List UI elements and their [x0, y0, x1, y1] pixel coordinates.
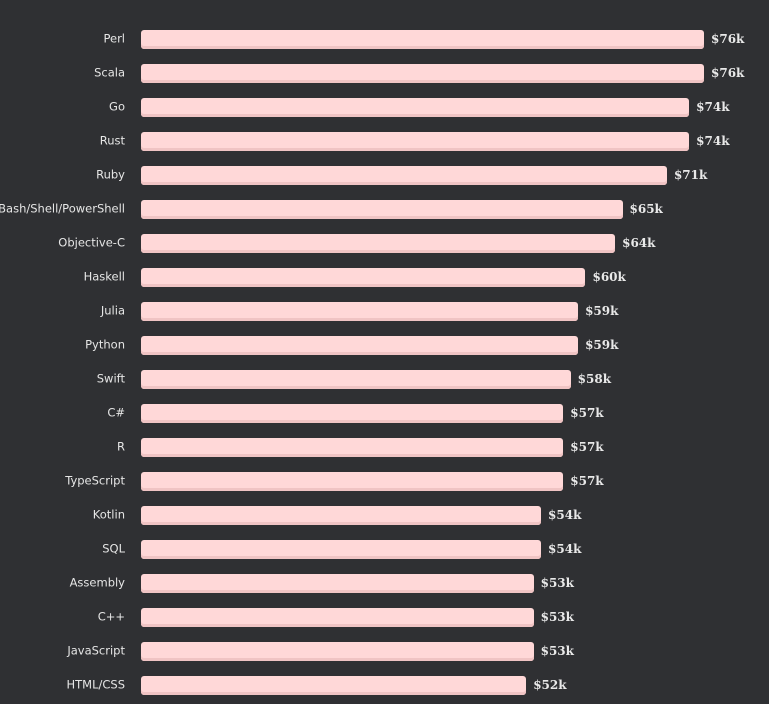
bar	[141, 505, 542, 525]
category-label: Scala	[94, 65, 125, 80]
value-label: $54k	[548, 542, 582, 556]
category-label: Kotlin	[92, 507, 125, 522]
category-label: Objective-C	[58, 235, 125, 250]
value-label: $53k	[540, 610, 574, 624]
value-label: $52k	[533, 678, 567, 692]
bar	[141, 539, 542, 559]
bar	[141, 641, 534, 661]
category-label: Perl	[103, 31, 125, 46]
category-label: Julia	[100, 303, 125, 318]
category-label: Assembly	[69, 575, 125, 590]
bar	[141, 63, 704, 83]
bar	[141, 403, 564, 423]
category-label: Rust	[99, 133, 125, 148]
value-label: $76k	[711, 32, 745, 46]
value-label: $65k	[629, 202, 663, 216]
category-label: JavaScript	[67, 643, 125, 658]
value-label: $59k	[585, 338, 619, 352]
value-label: $71k	[673, 168, 708, 182]
category-label: Go	[109, 99, 125, 114]
value-label: $58k	[577, 372, 612, 386]
category-label: SQL	[102, 541, 125, 556]
bar	[141, 607, 534, 627]
value-label: $74k	[696, 134, 730, 148]
value-label: $74k	[696, 100, 730, 114]
value-label: $57k	[570, 474, 604, 488]
category-label: R	[117, 439, 125, 454]
category-label: Haskell	[83, 269, 125, 284]
bar	[141, 335, 579, 355]
category-label: C++	[97, 609, 125, 624]
bar	[141, 301, 579, 321]
bar	[141, 97, 690, 117]
bar	[141, 471, 564, 491]
category-label: Bash/Shell/PowerShell	[0, 201, 125, 216]
bar	[141, 131, 690, 151]
bar	[141, 675, 527, 695]
category-label: HTML/CSS	[66, 677, 125, 692]
value-label: $57k	[570, 440, 604, 454]
bar	[141, 233, 616, 253]
value-label: $53k	[540, 644, 574, 658]
value-label: $53k	[540, 576, 574, 590]
bar	[141, 573, 534, 593]
bar	[141, 437, 564, 457]
value-label: $57k	[570, 406, 604, 420]
bar	[141, 29, 704, 49]
category-label: C#	[107, 405, 125, 420]
category-label: Ruby	[96, 167, 125, 182]
category-label: Python	[85, 337, 125, 352]
value-label: $64k	[622, 236, 656, 250]
value-label: $54k	[548, 508, 582, 522]
bar	[141, 165, 667, 185]
category-label: Swift	[96, 371, 125, 386]
value-label: $59k	[585, 304, 619, 318]
value-label: $76k	[711, 66, 745, 80]
category-label: TypeScript	[65, 473, 125, 488]
value-label: $60k	[592, 270, 626, 284]
bar	[141, 199, 623, 219]
bar	[141, 369, 571, 389]
bar	[141, 267, 586, 287]
